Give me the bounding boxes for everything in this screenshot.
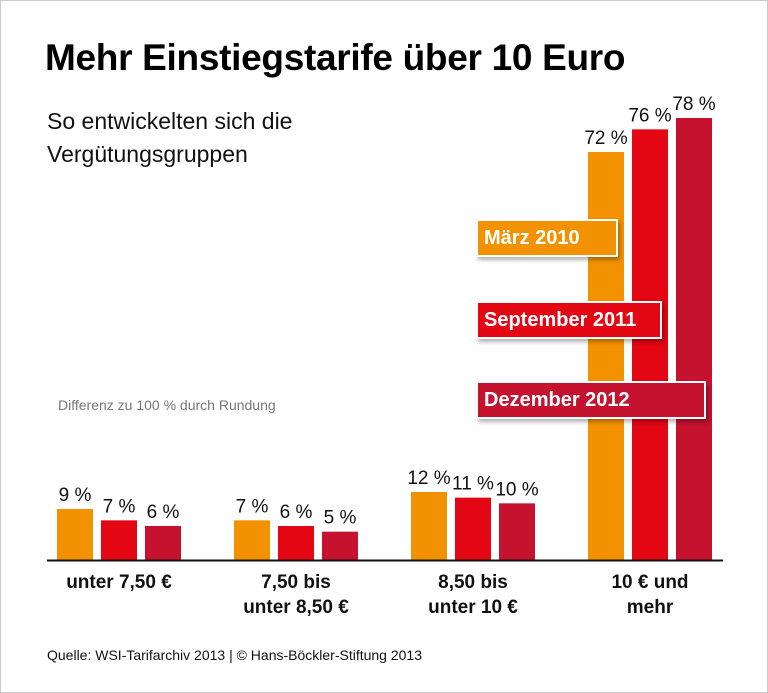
data-label: 7 % [236, 496, 269, 517]
data-label: 72 % [584, 128, 627, 149]
category-label: unter 10 € [428, 597, 518, 618]
legend-item-0: März 2010 [476, 219, 618, 257]
category-label: unter 7,50 € [66, 572, 172, 593]
data-label: 10 % [495, 479, 538, 500]
data-label: 6 % [147, 502, 180, 523]
category-label: 7,50 bis [261, 572, 331, 593]
bar-3-1 [632, 129, 668, 561]
chart-note: Differenz zu 100 % durch Rundung [58, 397, 276, 413]
bar-1-0 [234, 520, 270, 560]
bar-2-0 [411, 492, 447, 560]
bar-0-2 [145, 526, 181, 560]
bar-0-1 [101, 520, 137, 560]
bar-2-1 [455, 497, 491, 560]
bar-2-2 [499, 503, 535, 560]
legend-item-1: September 2011 [476, 301, 662, 339]
bar-1-1 [278, 526, 314, 560]
legend-item-2: Dezember 2012 [476, 381, 706, 419]
category-label: mehr [627, 597, 674, 618]
bar-3-2 [676, 118, 712, 560]
chart-title: Mehr Einstiegstarife über 10 Euro [45, 37, 626, 78]
data-label: 78 % [672, 94, 715, 115]
chart-subtitle: So entwickelten sich die Vergütungsgrupp… [47, 108, 293, 167]
data-label: 6 % [280, 502, 313, 523]
category-label: unter 8,50 € [243, 597, 349, 618]
data-label: 12 % [407, 468, 450, 489]
chart-source: Quelle: WSI-Tarifarchiv 2013 | © Hans-Bö… [47, 647, 422, 663]
category-label: 10 € und [611, 572, 688, 593]
data-label: 76 % [628, 105, 671, 126]
data-label: 11 % [452, 474, 494, 495]
bar-0-0 [57, 509, 93, 560]
data-label: 9 % [59, 485, 92, 506]
category-label: 8,50 bis [438, 572, 508, 593]
bar-1-2 [322, 531, 358, 560]
data-label: 5 % [324, 508, 357, 529]
bar-3-0 [588, 152, 624, 560]
data-label: 7 % [103, 496, 136, 517]
